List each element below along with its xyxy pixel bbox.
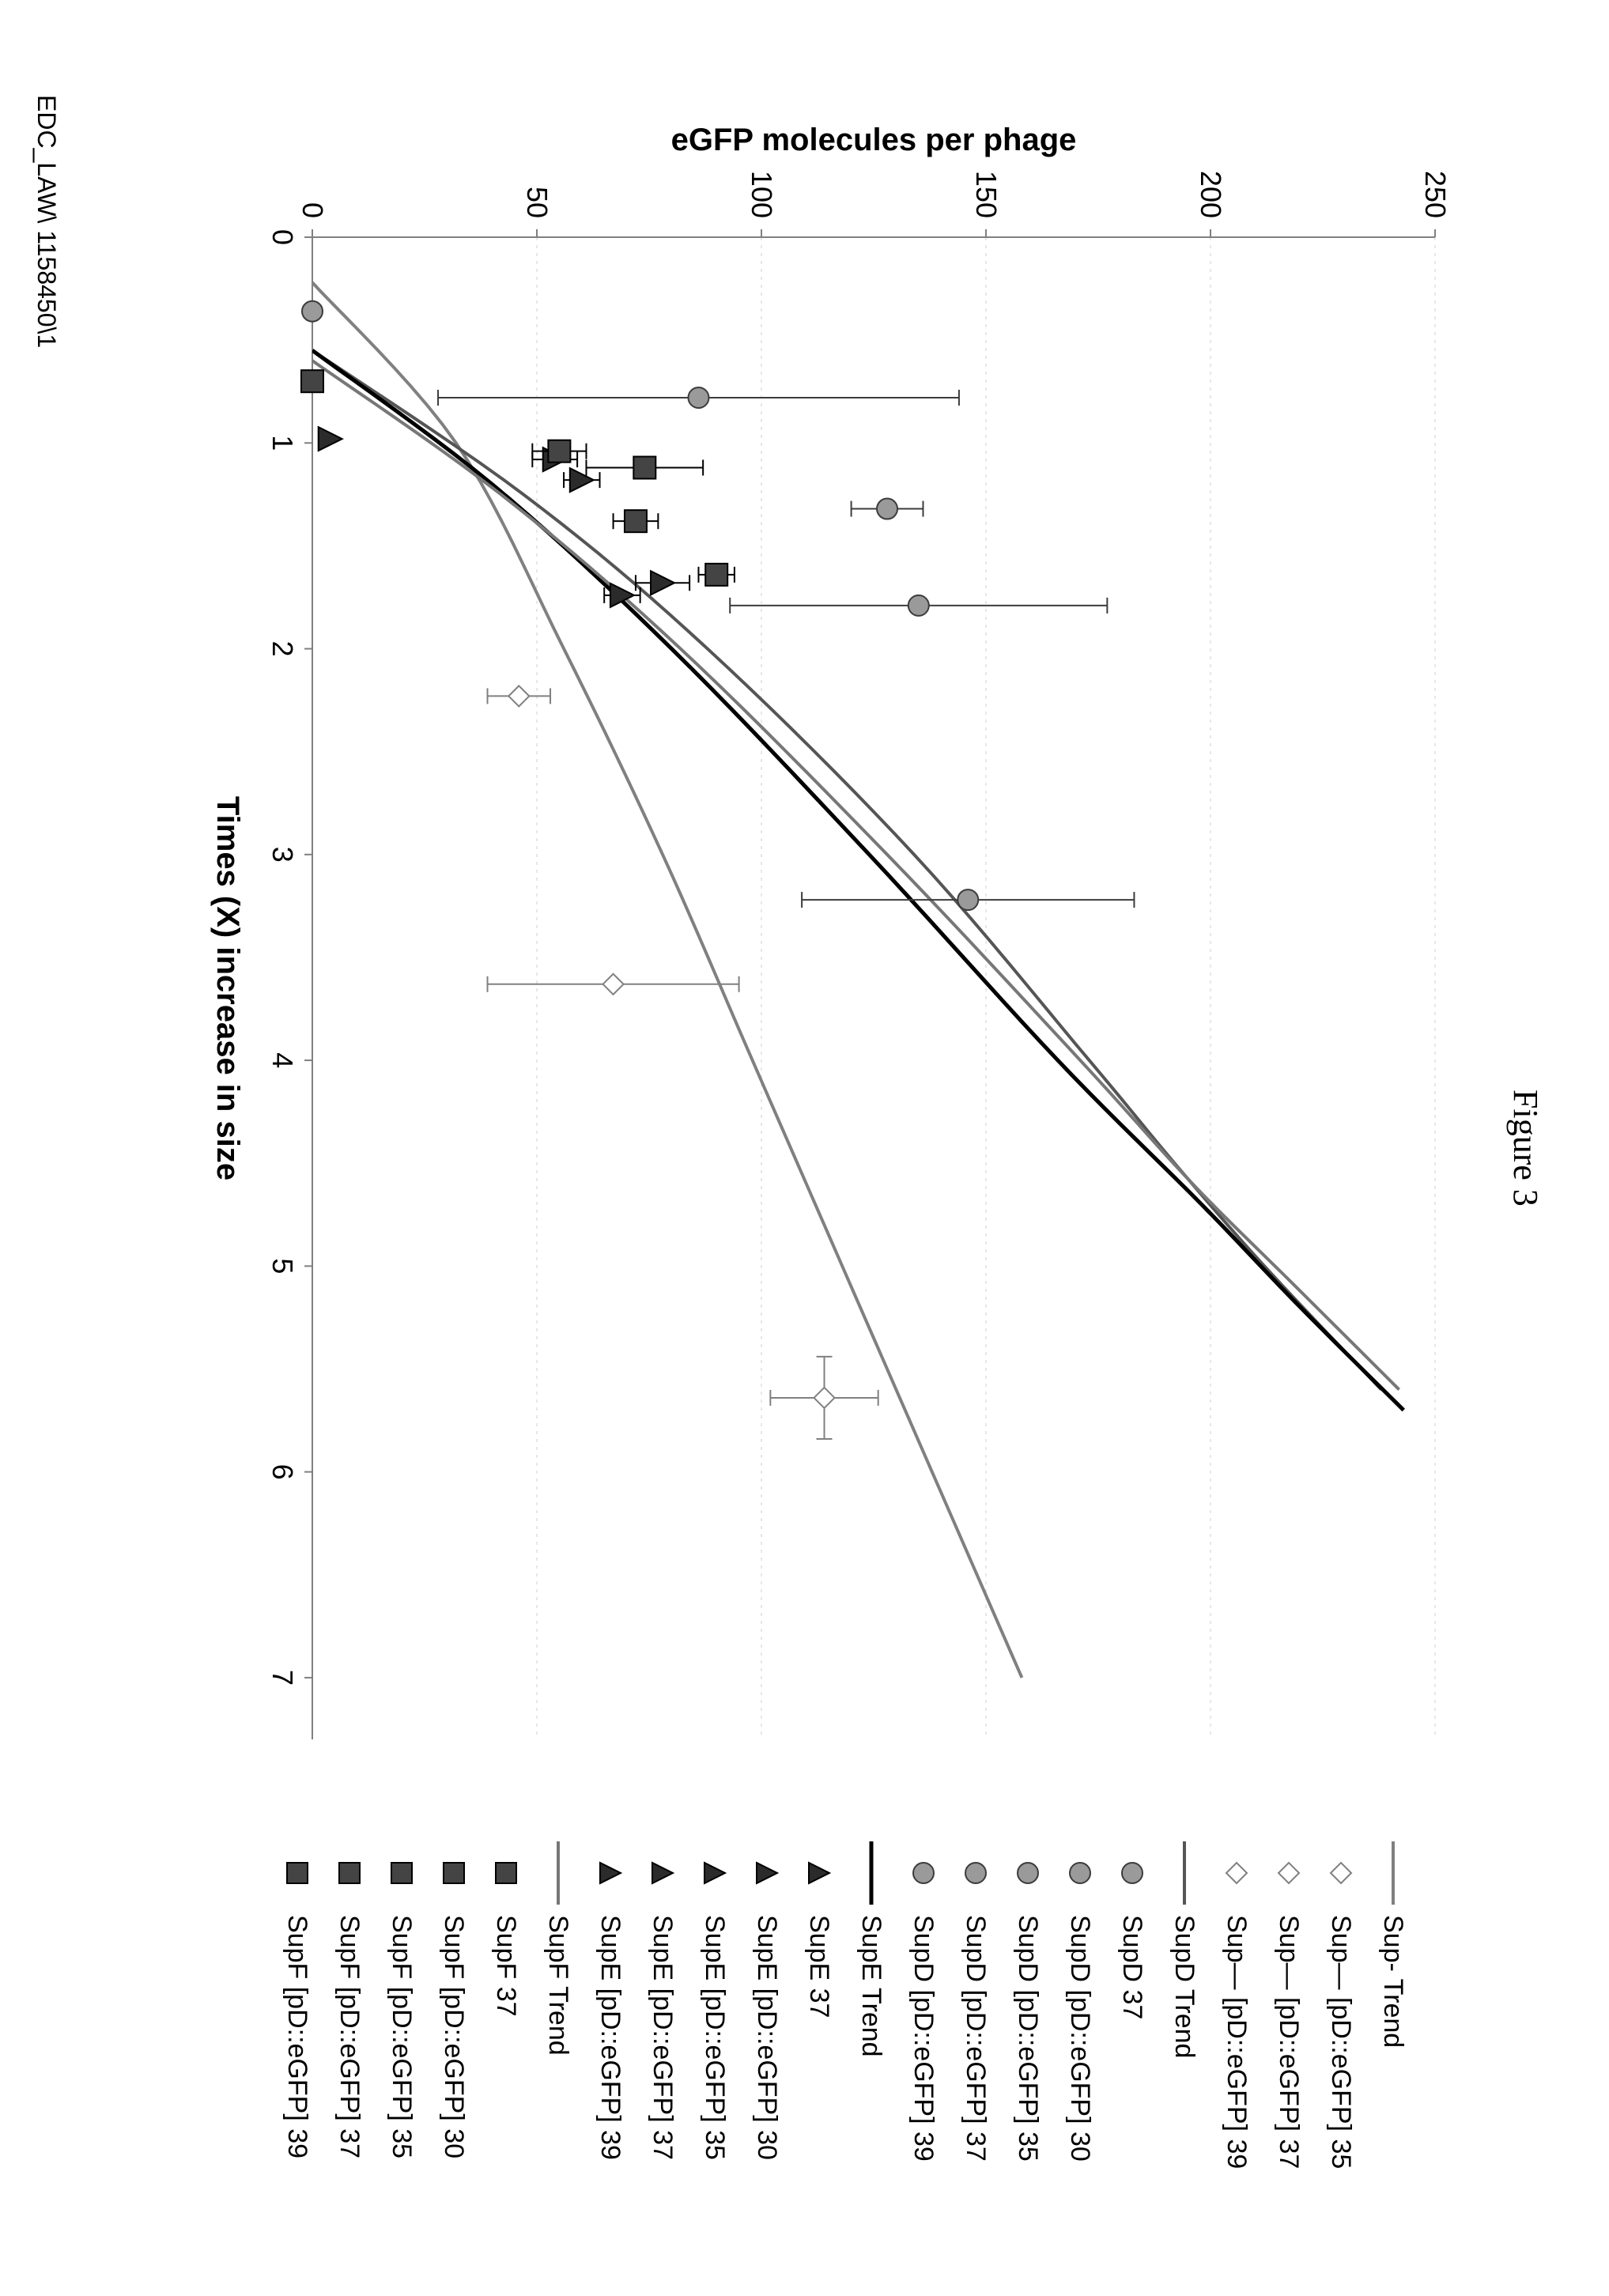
legend-label: SupE 37 [804,1915,835,2018]
svg-text:0: 0 [296,202,329,218]
legend-swatch [1113,1837,1151,1909]
legend-label: SupF [pD::eGFP] 30 [439,1915,470,2158]
legend-label: SupE [pD::eGFP] 30 [752,1915,783,2160]
legend-item: SupF [pD::eGFP] 37 [323,1837,376,2249]
legend-item: SupD 37 [1106,1837,1158,2249]
legend-swatch [696,1837,734,1909]
legend-swatch [905,1837,942,1909]
legend-swatch [1270,1837,1308,1909]
legend-item: SupF [pD::eGFP] 35 [376,1837,428,2249]
legend-label: SupD Trend [1169,1915,1200,2058]
scatter-chart: 0 1 2 3 4 5 6 7 0 50 100 150 200 250 Times (X) increas… [91,95,1467,1834]
page: Figure 3 0 1 2 3 4 5 6 7 0 50 100 150 200 250 Times (X… [0,0,1609,2296]
legend-swatch [957,1837,995,1909]
legend-item: SupD [pD::eGFP] 35 [1002,1837,1054,2249]
legend-item: Sup— [pD::eGFP] 39 [1211,1837,1263,2249]
legend-item: Sup— [pD::eGFP] 35 [1315,1837,1367,2249]
legend-label: Sup— [pD::eGFP] 35 [1326,1915,1357,2169]
legend-item: SupF Trend [532,1837,584,2249]
svg-text:Times (X) increase in size: Times (X) increase in size [210,796,245,1180]
legend-swatch [1009,1837,1047,1909]
chart-legend: Sup- Trend Sup— [pD::eGFP] 35 Sup— [pD::eG… [271,1837,1419,2249]
legend-label: Sup— [pD::eGFP] 39 [1222,1915,1252,2169]
legend-label: SupD [pD::eGFP] 35 [1013,1915,1044,2162]
legend-swatch [278,1837,316,1909]
legend-swatch [435,1837,473,1909]
legend-item: SupE [pD::eGFP] 30 [741,1837,793,2249]
legend-label: SupE [pD::eGFP] 35 [700,1915,731,2160]
legend-item: SupF [pD::eGFP] 30 [428,1837,480,2249]
legend-label: SupE Trend [856,1915,887,2057]
legend-label: SupD [pD::eGFP] 30 [1065,1915,1096,2162]
legend-swatch [800,1837,838,1909]
footer-code: EDC_LAW\ 1158450\1 [32,95,61,348]
svg-text:eGFP molecules per phage: eGFP molecules per phage [671,123,1077,157]
legend-swatch [383,1837,421,1909]
legend-label: Sup— [pD::eGFP] 37 [1274,1915,1305,2169]
legend-label: SupE [pD::eGFP] 37 [648,1915,678,2160]
svg-text:250: 250 [1419,171,1452,218]
svg-text:200: 200 [1195,171,1227,218]
svg-text:1: 1 [266,435,299,451]
legend-item: SupE [pD::eGFP] 37 [636,1837,689,2249]
legend-label: SupF [pD::eGFP] 39 [282,1915,313,2158]
legend-label: Sup- Trend [1378,1915,1409,2048]
rotated-landscape-container: Figure 3 0 1 2 3 4 5 6 7 0 50 100 150 200 250 Times (X… [0,0,1609,2296]
legend-item: Sup— [pD::eGFP] 37 [1263,1837,1315,2249]
svg-text:6: 6 [266,1464,299,1480]
svg-text:50: 50 [521,187,553,218]
svg-text:2: 2 [266,641,299,657]
legend-item: SupE Trend [845,1837,897,2249]
legend-item: Sup- Trend [1367,1837,1419,2249]
legend-label: SupF [pD::eGFP] 35 [387,1915,417,2158]
svg-text:150: 150 [970,171,1003,218]
legend-item: SupD Trend [1158,1837,1211,2249]
legend-label: SupF 37 [491,1915,522,2017]
legend-swatch [330,1837,368,1909]
legend-swatch [1322,1837,1360,1909]
legend-item: SupD [pD::eGFP] 37 [950,1837,1002,2249]
legend-swatch [591,1837,629,1909]
legend-swatch [748,1837,786,1909]
svg-text:0: 0 [266,229,299,245]
legend-item: SupF 37 [480,1837,532,2249]
svg-text:5: 5 [266,1258,299,1274]
legend-label: SupD 37 [1117,1915,1148,2019]
svg-text:100: 100 [746,171,778,218]
legend-swatch [1061,1837,1099,1909]
legend-item: SupD [pD::eGFP] 39 [897,1837,950,2249]
legend-item: SupE [pD::eGFP] 39 [584,1837,636,2249]
legend-label: SupD [pD::eGFP] 39 [908,1915,939,2162]
legend-swatch [539,1837,577,1909]
legend-swatch [1165,1837,1203,1909]
legend-label: SupE [pD::eGFP] 39 [595,1915,626,2160]
legend-label: SupF [pD::eGFP] 37 [334,1915,365,2158]
legend-item: SupF [pD::eGFP] 39 [271,1837,323,2249]
svg-text:3: 3 [266,847,299,863]
legend-item: SupD [pD::eGFP] 30 [1054,1837,1106,2249]
legend-item: SupE 37 [793,1837,845,2249]
legend-swatch [1218,1837,1256,1909]
legend-label: SupF Trend [543,1915,574,2056]
legend-item: SupE [pD::eGFP] 35 [689,1837,741,2249]
legend-swatch [487,1837,525,1909]
figure-title: Figure 3 [1505,0,1546,2296]
legend-swatch [1374,1837,1412,1909]
legend-swatch [852,1837,890,1909]
svg-text:7: 7 [266,1670,299,1686]
svg-text:4: 4 [266,1052,299,1068]
legend-label: SupD [pD::eGFP] 37 [961,1915,991,2162]
legend-swatch [644,1837,682,1909]
